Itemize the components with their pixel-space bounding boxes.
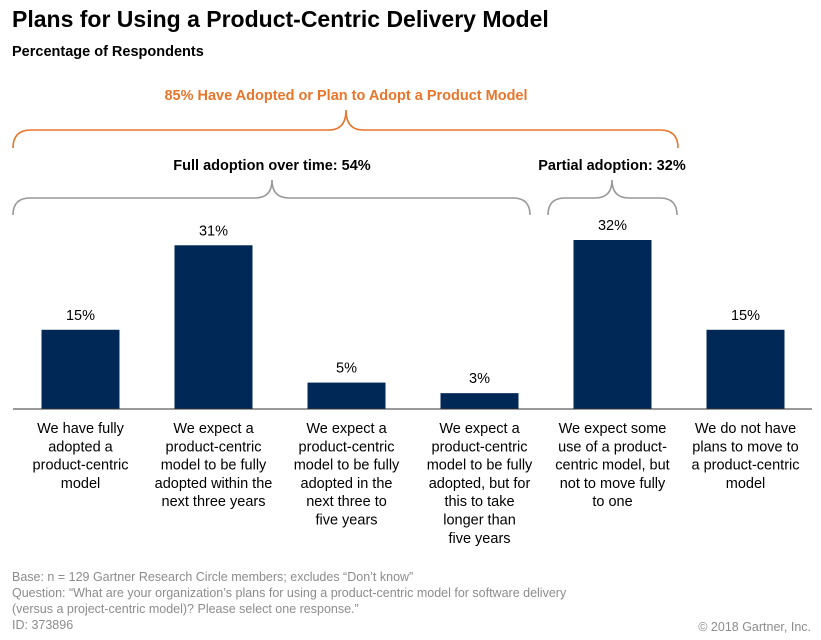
bar-value-label-6: 15%	[731, 308, 760, 324]
bar-value-label-5: 32%	[598, 218, 627, 234]
footer-notes: Base: n = 129 Gartner Research Circle me…	[12, 569, 566, 633]
full-adoption-label: Full adoption over time: 54%	[173, 158, 370, 174]
bar-6	[706, 329, 785, 409]
category-label-4: We expect a product-centric model to be fu…	[427, 421, 533, 547]
bar-value-label-3: 5%	[336, 361, 357, 377]
bar-value-label-2: 31%	[199, 223, 228, 239]
bar-4	[440, 393, 519, 409]
category-label-1: We have fully adopted a product-centric mod…	[33, 421, 129, 492]
partial-adoption-bracket	[547, 179, 678, 216]
category-label-3: We expect a product-centric model to be fu…	[294, 421, 400, 529]
footer-base: Base: n = 129 Gartner Research Circle me…	[12, 570, 414, 584]
footer-question-line-2: (versus a project-centric model)? Please…	[12, 602, 359, 616]
overall-bracket	[12, 109, 679, 149]
bar-1	[41, 329, 120, 409]
overall-adoption-label: 85% Have Adopted or Plan to Adopt a Prod…	[164, 88, 527, 104]
bar-value-label-4: 3%	[469, 371, 490, 387]
copyright: © 2018 Gartner, Inc.	[698, 620, 811, 634]
bar-chart: 85% Have Adopted or Plan to Adopt a Prod…	[12, 88, 812, 547]
partial-adoption-label: Partial adoption: 32%	[538, 158, 686, 174]
footer-id: ID: 373896	[12, 618, 74, 632]
bar-2	[174, 245, 253, 409]
category-label-2: We expect a product-centric model to be fu…	[155, 421, 273, 510]
category-label-5: We expect some use of a product-centric m…	[555, 421, 669, 510]
bar-3	[307, 382, 386, 409]
bar-5	[573, 240, 652, 409]
chart-subtitle: Percentage of Respondents	[12, 44, 204, 60]
bar-value-label-1: 15%	[66, 308, 95, 324]
chart-title: Plans for Using a Product-Centric Delive…	[12, 6, 549, 32]
footer-question-line-1: Question: “What are your organization’s …	[12, 586, 567, 600]
full-adoption-bracket	[12, 179, 531, 216]
category-label-6: We do not have plans to move to a product-…	[692, 421, 800, 492]
